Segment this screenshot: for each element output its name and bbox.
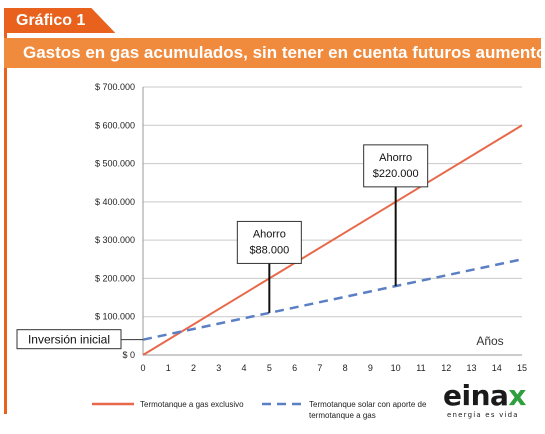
chart-title-banner: Gastos en gas acumulados, sin tener en c… [4,38,541,68]
left-accent-rule [4,10,7,414]
x-tick-label: 6 [292,363,297,373]
x-tick-label: 3 [216,363,221,373]
legend: Termotanque a gas exclusivo Termotanque s… [92,400,427,420]
legend-label-gas: Termotanque a gas exclusivo [140,400,244,409]
x-tick-label: 15 [517,363,527,373]
x-tick-label: 11 [416,363,425,373]
legend-label-solar: Termotanque solar con aporte de [309,400,427,409]
x-tick-label: 12 [441,363,451,373]
x-tick-label: 4 [242,363,247,373]
inversion-inicial-label: Inversión inicial [28,333,110,347]
y-tick-label: $ 100.000 [95,312,135,322]
y-tick-label: $ 200.000 [95,273,135,283]
x-tick-label: 2 [191,363,196,373]
series-line-solar [142,258,523,341]
logo-tagline: energía es vida [447,411,519,419]
y-axis: $ 0 $ 100.000 $ 200.000 $ 300.000 $ 400.000 $… [95,82,144,360]
x-tick-label: 7 [317,363,322,373]
x-tick-label: 1 [166,363,171,373]
x-tick-label: 14 [492,363,502,373]
savings-box [363,144,429,188]
figure-tab: Gráfico 1 [4,8,115,33]
einax-logo: einax energía es vida [443,379,533,420]
x-tick-label: 0 [140,363,145,373]
y-tick-label: $ 400.000 [95,197,135,207]
savings-label: Ahorro [253,228,286,240]
logo-word: eina [443,379,509,412]
y-tick-label: $ 600.000 [95,120,135,130]
y-tick-label: $ 500.000 [95,159,135,169]
chart: $ 0 $ 100.000 $ 200.000 $ 300.000 $ 400.000 $… [16,82,527,420]
x-tick-label: 10 [391,363,401,373]
y-tick-label: $ 700.000 [95,82,135,92]
x-axis: 0 1 2 3 4 5 6 7 8 9 10 11 12 13 14 15 [140,354,527,373]
savings-label: Ahorro [379,152,412,164]
logo-x: x [508,379,526,412]
y-tick-label: $ 0 [122,350,135,360]
legend-label-solar-line2: termotanque a gas [309,411,376,420]
savings-label: $88.000 [249,244,289,256]
savings-box [236,220,302,264]
savings-label: $220.000 [373,168,419,180]
x-tick-label: 8 [343,363,348,373]
x-axis-label: Años [476,334,503,348]
series-line-gas [142,124,523,356]
series-lines [142,124,523,356]
x-tick-label: 9 [368,363,373,373]
x-tick-label: 13 [466,363,476,373]
x-tick-label: 5 [267,363,272,373]
y-tick-label: $ 300.000 [95,235,135,245]
annotations: Inversión inicial Ahorro $88.000 Ahorro $220… [16,144,429,350]
grid-lines [143,86,522,318]
